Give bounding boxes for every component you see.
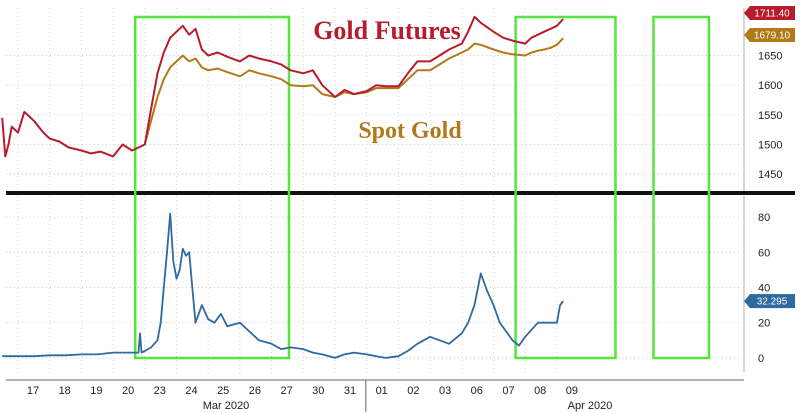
badge-vol-last-pointer	[744, 294, 750, 309]
bottom-y-tick-label: 60	[758, 247, 770, 259]
badge-spot-last-bg	[750, 28, 795, 42]
badge-spot-last-text: 1679.10	[754, 31, 791, 42]
bottom-y-tick-label: 40	[758, 283, 770, 295]
x-tick-label: 20	[122, 385, 134, 397]
badge-spot-last-pointer	[744, 28, 750, 42]
bottom-y-tick-label: 0	[758, 353, 764, 365]
top-y-tick-label: 1450	[758, 169, 782, 181]
x-tick-label: 09	[566, 385, 578, 397]
x-tick-label: 31	[344, 385, 356, 397]
badge-vol-last-bg	[750, 294, 795, 309]
x-tick-label: 23	[154, 385, 166, 397]
badge-vol-last: 32.295	[744, 294, 795, 309]
highlight-box	[652, 15, 711, 360]
x-tick-label: 24	[185, 385, 197, 397]
top-y-tick-label: 1650	[758, 50, 782, 62]
bottom-y-tick-label: 20	[758, 318, 770, 330]
top-y-tick-label: 1550	[758, 110, 782, 122]
x-tick-label: 30	[312, 385, 324, 397]
bottom-y-tick-label: 80	[758, 212, 770, 224]
x-tick-label: 18	[59, 385, 71, 397]
x-tick-label: 27	[280, 385, 292, 397]
badge-futures-last-text: 1711.40	[754, 9, 790, 20]
series-lines	[1, 15, 564, 359]
badge-futures-last: 1711.40	[744, 6, 795, 20]
label-gold-futures: Gold Futures	[313, 16, 461, 45]
label-spot-gold: Spot Gold	[358, 118, 462, 144]
gold-futures-line	[1, 15, 564, 158]
badge-vol-last-text: 32.295	[757, 297, 788, 308]
highlight-box	[133, 15, 291, 360]
spot-gold-line	[143, 37, 564, 145]
month-label-mar: Mar 2020	[203, 400, 249, 412]
highlight-box	[514, 15, 617, 360]
x-tick-label: 25	[217, 385, 229, 397]
x-tick-label: 07	[502, 385, 514, 397]
x-tick-label: 01	[376, 385, 388, 397]
x-tick-label: 17	[27, 385, 39, 397]
x-tick-label: 06	[471, 385, 483, 397]
badge-spot-last: 1679.10	[744, 28, 795, 42]
top-y-tick-label: 1600	[758, 80, 782, 92]
top-y-tick-label: 1500	[758, 140, 782, 152]
badge-futures-last-bg	[750, 6, 795, 20]
x-tick-label: 02	[407, 385, 419, 397]
volatility-line	[2, 212, 564, 359]
x-tick-label: 03	[439, 385, 451, 397]
x-tick-label: 19	[90, 385, 102, 397]
grid-layer	[6, 8, 795, 412]
x-tick-label: 26	[249, 385, 261, 397]
month-label-apr: Apr 2020	[568, 400, 613, 412]
x-tick-label: 08	[534, 385, 546, 397]
highlight-boxes	[133, 15, 711, 360]
badge-futures-last-pointer	[744, 6, 750, 20]
